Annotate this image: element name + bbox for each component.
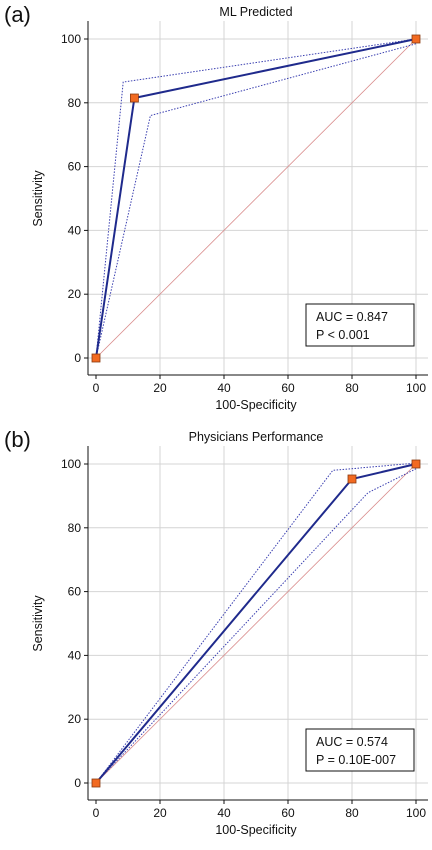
- ci-upper-line: [95, 38, 417, 359]
- chart-title: ML Predicted: [219, 5, 292, 19]
- ci-lower-line: [95, 468, 417, 784]
- auc-value: AUC = 0.574: [316, 735, 388, 749]
- y-tick-label: 100: [61, 32, 81, 46]
- x-tick-label: 20: [153, 806, 167, 820]
- x-tick-label: 60: [281, 806, 295, 820]
- y-tick-label: 0: [74, 351, 81, 365]
- x-tick-label: 100: [406, 381, 426, 395]
- y-axis-label: Sensitivity: [31, 595, 45, 652]
- y-axis-label: Sensitivity: [31, 170, 45, 227]
- y-tick-label: 20: [68, 287, 82, 301]
- roc-point-marker: [91, 353, 101, 363]
- roc-chart-b: 0 20 40 60 80 100 0 20 40 60 80 100 Physicians Perfo…: [31, 430, 428, 837]
- x-tick-label: 80: [345, 381, 359, 395]
- auc-box: [305, 728, 415, 772]
- auc-box: [305, 303, 415, 347]
- x-tick-label: 80: [345, 806, 359, 820]
- panel-letter-b: (b): [4, 427, 31, 452]
- y-tick-label: 0: [74, 776, 81, 790]
- roc-point-marker: [411, 459, 421, 469]
- auc-value: AUC = 0.847: [316, 310, 388, 324]
- y-tick-label: 40: [68, 648, 82, 662]
- roc-panel-a: (a) 0 20 40 60 80 100 0 20 40 60 80 100 ML Predicted…: [4, 2, 428, 412]
- x-tick-label: 100: [406, 806, 426, 820]
- roc-point-marker: [411, 34, 421, 44]
- y-tick-label: 40: [68, 223, 82, 237]
- roc-point-marker: [129, 93, 139, 103]
- x-axis-label: 100-Specificity: [215, 398, 297, 412]
- panel-letter-a: (a): [4, 2, 31, 27]
- y-tick-label: 100: [61, 457, 81, 471]
- x-axis-label: 100-Specificity: [215, 823, 297, 837]
- ci-upper-line: [95, 462, 417, 784]
- roc-chart-a: 0 20 40 60 80 100 0 20 40 60 80 100 ML Predicted 100-…: [31, 5, 428, 412]
- y-tick-label: 60: [68, 160, 82, 174]
- grid: [88, 446, 428, 800]
- p-value: P = 0.10E-007: [316, 753, 396, 767]
- x-tick-label: 40: [217, 806, 231, 820]
- x-tick-label: 60: [281, 381, 295, 395]
- x-tick-label: 0: [93, 381, 100, 395]
- y-tick-label: 80: [68, 521, 82, 535]
- roc-point-marker: [347, 474, 357, 484]
- roc-panel-b: (b) 0 20 40 60 80 100 0 20 40 60 80 100 Physicians P…: [0, 425, 432, 850]
- reference-line: [95, 38, 417, 359]
- roc-point-marker: [91, 778, 101, 788]
- y-tick-label: 80: [68, 96, 82, 110]
- p-value: P < 0.001: [316, 328, 370, 342]
- x-tick-label: 0: [93, 806, 100, 820]
- reference-line: [95, 463, 417, 784]
- grid: [88, 21, 428, 375]
- chart-title: Physicians Performance: [189, 430, 324, 444]
- y-tick-label: 20: [68, 712, 82, 726]
- x-tick-label: 40: [217, 381, 231, 395]
- x-tick-label: 20: [153, 381, 167, 395]
- y-tick-label: 60: [68, 585, 82, 599]
